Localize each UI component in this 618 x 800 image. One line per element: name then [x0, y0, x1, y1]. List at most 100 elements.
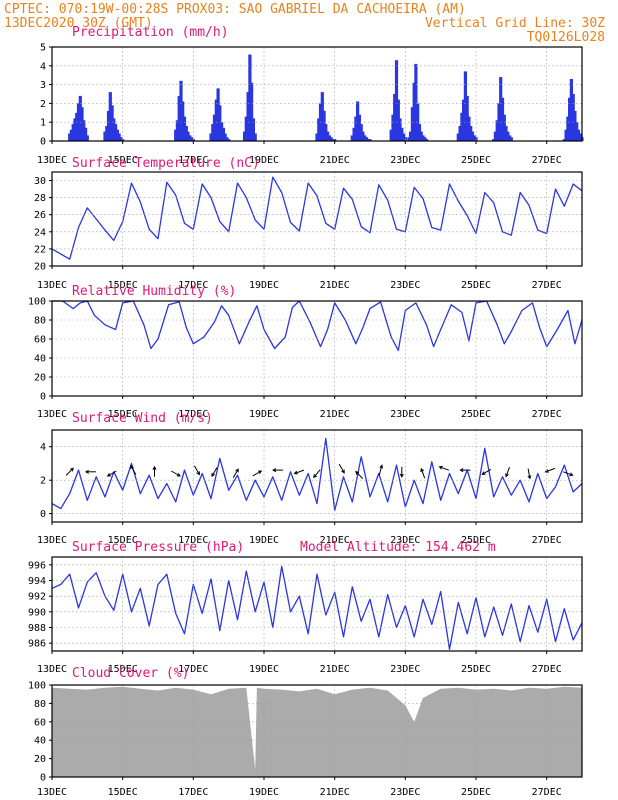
x-tick-label: 23DEC — [390, 409, 420, 420]
wind-arrow — [399, 466, 404, 478]
x-tick-label: 21DEC — [320, 280, 350, 291]
precip-bar — [114, 124, 118, 141]
precip-bar — [469, 126, 473, 141]
precip-bar — [391, 114, 395, 141]
precip-bar — [398, 118, 402, 141]
y-tick-label: 2 — [40, 99, 46, 110]
panel-title: Surface Wind (m/s) — [72, 411, 213, 426]
precip-bar — [184, 126, 188, 141]
panel-humidity: Relative Humidity (%) 0 20 40 60 80 100 13DEC 15… — [28, 284, 583, 420]
x-tick-label: 25DEC — [461, 535, 491, 546]
precip-bar — [495, 120, 499, 141]
x-tick-label: 25DEC — [461, 280, 491, 291]
x-tick-label: 15DEC — [108, 280, 138, 291]
precip-bar — [492, 139, 496, 141]
y-tick-label: 4 — [40, 442, 46, 453]
precip-bar — [250, 82, 254, 141]
precip-bar — [460, 112, 464, 141]
precip-bar — [119, 137, 123, 141]
precip-bar — [181, 101, 185, 141]
precip-bar — [115, 129, 119, 141]
precip-bar — [350, 135, 354, 141]
precip-bar — [322, 110, 326, 141]
x-tick-label: 25DEC — [461, 664, 491, 675]
precip-bar — [220, 122, 224, 141]
precip-bar — [357, 114, 361, 141]
precip-bar — [80, 107, 84, 141]
y-tick-label: 0 — [40, 509, 46, 520]
precip-bar — [251, 118, 255, 141]
precip-bar — [414, 63, 418, 141]
precip-bar — [248, 54, 252, 141]
precip-bar — [244, 116, 248, 141]
header-station-line: CPTEC: 070:19W-00:28S PROX03: SAO GABRIE… — [4, 2, 466, 17]
precip-bar — [407, 137, 411, 141]
wind-arrow — [338, 463, 345, 474]
panels: Precipitation (mm/h) 0 1 2 3 4 5 13DEC 15DEC 17DE… — [28, 25, 584, 798]
precip-bar — [246, 92, 250, 141]
wind-arrow — [563, 471, 574, 477]
precip-bar — [363, 135, 367, 141]
y-tick-label: 992 — [28, 592, 46, 603]
x-tick-label: 17DEC — [178, 664, 208, 675]
x-tick-label: 23DEC — [390, 787, 420, 798]
wind-arrow — [420, 467, 426, 479]
plot-frame — [51, 429, 583, 523]
series-layer — [51, 176, 583, 260]
precip-bar — [497, 103, 501, 141]
precip-bar — [177, 95, 181, 141]
x-tick-label: 27DEC — [532, 787, 562, 798]
x-tick-label: 23DEC — [390, 535, 420, 546]
precip-bar — [463, 71, 467, 141]
panel-temperature: Surface Temperature (nC) 20 22 24 26 28 30 13DE… — [34, 156, 583, 291]
header: CPTEC: 070:19W-00:28S PROX03: SAO GABRIE… — [4, 2, 605, 45]
header-grid-note: Vertical Grid Line: 30Z — [425, 16, 605, 31]
precip-bar — [356, 101, 360, 141]
precip-bar — [402, 133, 406, 141]
x-tick-label: 27DEC — [532, 535, 562, 546]
y-tick-label: 60 — [34, 335, 46, 346]
precip-bar — [71, 124, 75, 141]
humidity-line — [52, 300, 583, 352]
x-tick-label: 13DEC — [37, 535, 67, 546]
wind-arrow — [84, 469, 96, 474]
y-tick-label: 4 — [40, 61, 46, 72]
x-tick-label: 15DEC — [108, 664, 138, 675]
precip-bar — [253, 133, 257, 141]
x-tick-label: 19DEC — [249, 664, 279, 675]
x-tick-label: 13DEC — [37, 409, 67, 420]
precip-bar — [174, 129, 178, 141]
panel-title: Relative Humidity (%) — [72, 284, 236, 299]
plot-frame — [51, 684, 583, 778]
precip-bar — [315, 133, 319, 141]
x-tick-label: 13DEC — [37, 787, 67, 798]
precip-bar — [421, 135, 425, 141]
precip-bar — [106, 110, 111, 141]
x-tick-label: 15DEC — [108, 787, 138, 798]
precip-bar — [103, 131, 107, 141]
panel-title: Surface Temperature (nC) — [72, 156, 260, 171]
precip-bar — [359, 124, 363, 141]
y-tick-label: 2 — [40, 476, 46, 487]
x-tick-label: 21DEC — [320, 535, 350, 546]
precip-bar — [243, 131, 247, 141]
y-tick-label: 40 — [34, 354, 46, 365]
y-tick-label: 20 — [34, 262, 46, 273]
plot-frame — [51, 300, 583, 397]
precip-bar — [188, 135, 192, 141]
precip-bar — [568, 97, 572, 141]
y-tick-label: 24 — [34, 227, 46, 238]
wind-arrow — [378, 464, 384, 476]
grid — [52, 172, 582, 266]
precip-bar — [465, 95, 469, 141]
precip-bar — [69, 129, 73, 141]
precip-bar — [416, 103, 420, 141]
wind-arrow — [106, 470, 117, 477]
y-tick-label: 20 — [34, 754, 46, 765]
precip-bar — [75, 112, 79, 141]
precip-bar — [212, 114, 217, 141]
y-tick-label: 28 — [34, 193, 46, 204]
wind-arrow — [355, 470, 364, 480]
y-tick-label: 5 — [40, 43, 46, 54]
